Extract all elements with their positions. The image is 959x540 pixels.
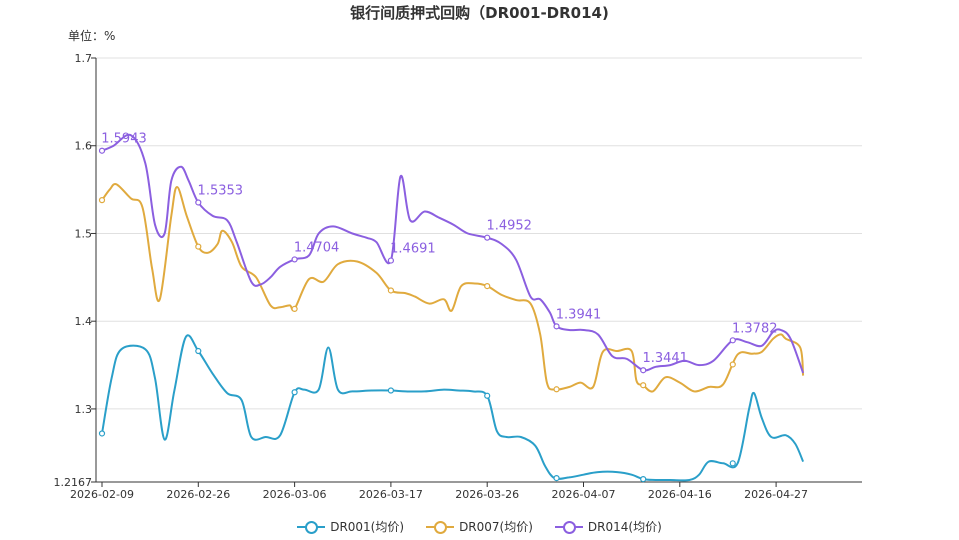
y-tick-label: 1.3: [75, 403, 93, 416]
legend-item-dr014[interactable]: DR014(均价): [554, 518, 662, 535]
x-tick-label: 2026-02-26: [166, 488, 230, 501]
data-label: 1.3441: [642, 351, 688, 366]
data-point-marker: [387, 287, 394, 294]
unit-label: 单位：%: [68, 29, 116, 43]
legend: DR001(均价) DR007(均价) DR014(均价): [0, 518, 959, 535]
y-tick-labels: 1.2167 1.3 1.4 1.5 1.6 1.7: [54, 52, 93, 489]
data-point-marker: [484, 392, 491, 399]
y-tick-label: 1.4: [75, 315, 93, 328]
data-point-marker: [387, 257, 394, 264]
data-point-marker: [484, 282, 491, 290]
data-point-marker: [98, 147, 106, 154]
y-tick-label: 1.2167: [54, 476, 93, 489]
data-label: 1.4952: [486, 219, 532, 234]
data-point-marker: [98, 430, 106, 437]
legend-line-icon: [554, 520, 583, 534]
series-markers: [98, 147, 736, 483]
data-point-marker: [291, 389, 298, 396]
data-point-marker: [553, 475, 560, 482]
y-tick-label: 1.6: [75, 140, 93, 153]
data-label: 1.4691: [390, 242, 436, 257]
data-point-marker: [98, 197, 106, 204]
data-point-marker: [291, 256, 298, 263]
chart-title: 银行间质押式回购（DR001-DR014): [350, 4, 609, 22]
x-tick-label: 2026-03-17: [359, 488, 423, 501]
x-tick-label: 2026-04-07: [552, 488, 616, 501]
data-point-marker: [195, 199, 202, 206]
data-labels: 1.5943 1.5353 1.4704 1.4691 1.4952 1.3941 1.34…: [101, 132, 777, 367]
data-point-marker: [640, 367, 647, 374]
axes: [91, 57, 862, 487]
data-point-marker: [553, 323, 560, 330]
legend-label: DR007(均价): [459, 520, 533, 534]
x-tick-label: 2026-03-26: [455, 488, 519, 501]
x-tick-label: 2026-02-09: [70, 488, 134, 501]
data-point-marker: [195, 243, 202, 250]
y-tick-label: 1.5: [75, 227, 93, 240]
data-label: 1.3782: [732, 321, 778, 336]
legend-item-dr001[interactable]: DR001(均价): [297, 518, 404, 535]
series-line-1: [101, 183, 805, 393]
legend-label: DR014(均价): [587, 520, 662, 534]
data-point-marker: [553, 386, 560, 393]
data-label: 1.5353: [198, 183, 244, 198]
data-point-marker: [729, 361, 736, 368]
legend-item-dr007[interactable]: DR007(均价): [426, 518, 533, 535]
legend-line-icon: [426, 520, 455, 534]
x-tick-labels: 2026-02-09 2026-02-26 2026-03-06 2026-03-17…: [70, 488, 808, 501]
legend-line-icon: [297, 520, 326, 534]
x-tick-label: 2026-04-16: [648, 488, 712, 501]
data-point-marker: [484, 234, 491, 241]
data-label: 1.5943: [101, 132, 147, 147]
grid-lines: [96, 57, 862, 410]
x-tick-label: 2026-04-27: [744, 488, 808, 501]
data-label: 1.3941: [556, 307, 602, 322]
data-point-marker: [729, 337, 736, 344]
x-tick-label: 2026-03-06: [263, 488, 327, 501]
data-point-marker: [640, 382, 647, 389]
data-label: 1.4704: [294, 240, 340, 255]
data-point-marker: [195, 347, 202, 355]
data-point-marker: [729, 460, 736, 467]
y-tick-label: 1.7: [75, 52, 93, 65]
data-point-marker: [387, 387, 394, 394]
data-point-marker: [291, 305, 298, 313]
legend-label: DR001(均价): [330, 520, 405, 534]
series-line-0: [101, 334, 805, 482]
data-point-marker: [640, 476, 647, 483]
